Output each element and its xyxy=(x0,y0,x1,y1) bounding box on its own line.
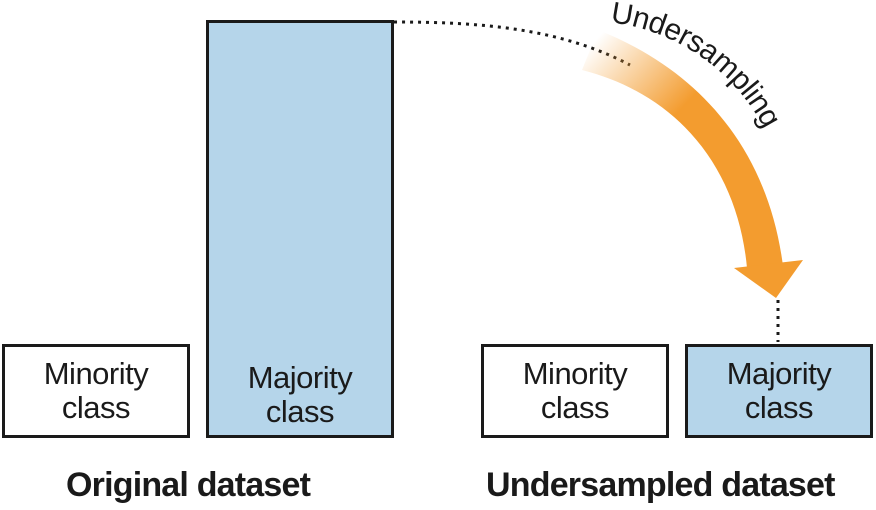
original-majority-label-line1: Majority xyxy=(247,360,353,395)
undersampled-minority-class-box: Minority class xyxy=(481,344,669,438)
original-minority-class-box: Minority class xyxy=(2,344,190,438)
undersampled-minority-label-line2: class xyxy=(540,390,610,425)
undersampling-arrow-head xyxy=(734,260,803,298)
undersampled-minority-label-line1: Minority xyxy=(522,356,628,391)
undersampled-majority-label-line1: Majority xyxy=(726,356,832,391)
undersampled-majority-class-box: Majority class xyxy=(685,344,873,438)
original-majority-label-line2: class xyxy=(265,394,335,429)
undersampled-majority-label-line2: class xyxy=(744,390,814,425)
original-majority-class-box: Majority class xyxy=(206,20,394,438)
undersampling-arrow-body xyxy=(582,30,783,268)
original-minority-label-line1: Minority xyxy=(43,356,149,391)
original-dataset-caption: Original dataset xyxy=(66,466,311,504)
undersampled-dataset-caption: Undersampled dataset xyxy=(486,466,835,504)
original-minority-label-line2: class xyxy=(61,390,131,425)
